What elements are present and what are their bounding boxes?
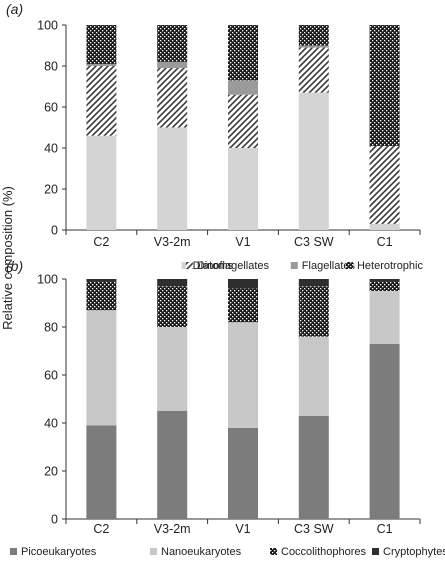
y-tick-label: 60	[44, 369, 58, 383]
legend-label: Cryptophytes	[383, 546, 445, 558]
bar-heterotrophic	[86, 25, 117, 64]
legend-item-dinoflagellates: Dinoflagellates	[185, 260, 270, 272]
x-tick-label: C2	[93, 522, 109, 536]
bar-picoeukaryotes	[369, 343, 400, 519]
legend-swatch	[150, 548, 157, 555]
legend-label: Picoeukaryotes	[21, 546, 97, 558]
bar-nanoeukaryotes	[228, 322, 258, 428]
x-tick-label: V1	[235, 522, 250, 536]
bar-flagellates	[157, 61, 188, 69]
bar-picoeukaryotes	[157, 411, 188, 519]
x-tick-label: V1	[235, 235, 250, 249]
x-tick-label: C3 SW	[294, 522, 334, 536]
legend-label: Nanoeukaryotes	[161, 546, 242, 558]
legend-label: Flagellates	[302, 260, 356, 272]
legend-swatch	[372, 548, 379, 555]
y-tick-label: 20	[44, 183, 58, 197]
bar-diatoms	[228, 148, 258, 230]
bar-nanoeukaryotes	[157, 327, 188, 411]
legend-label: Heterotrophic	[357, 260, 424, 272]
y-tick-label: 0	[51, 513, 58, 527]
legend: Picoeukaryotes Nanoeukaryotes Coccolithoph…	[10, 546, 445, 558]
y-tick-label: 20	[44, 465, 58, 479]
bar-coccolithophores	[86, 281, 117, 311]
panel-label: (b)	[6, 258, 23, 274]
legend-swatch	[290, 262, 298, 269]
bar-dinoflagellates	[228, 94, 258, 148]
bar-heterotrophic	[157, 25, 188, 62]
legend-item-heterotrophic: Heterotrophic	[345, 260, 424, 272]
legend-item-coccolithophores: Coccolithophores	[270, 546, 366, 558]
y-tick-label: 40	[44, 417, 58, 431]
bar-nanoeukaryotes	[369, 291, 400, 344]
bar-dinoflagellates	[157, 68, 188, 128]
bar-flagellates	[86, 63, 117, 66]
bar-coccolithophores	[157, 286, 188, 327]
y-tick-label: 100	[37, 19, 58, 33]
x-tick-label: C3 SW	[294, 235, 334, 249]
bar-dinoflagellates	[369, 145, 400, 224]
legend-item-diatoms: Diatoms	[181, 260, 234, 272]
legend-swatch	[270, 548, 277, 555]
legend-item-flagellates: Flagellates	[290, 260, 356, 272]
bar-diatoms	[369, 223, 400, 230]
y-tick-label: 40	[44, 142, 58, 156]
bar-nanoeukaryotes	[298, 336, 329, 416]
bar-picoeukaryotes	[298, 415, 329, 519]
bar-flagellates	[298, 45, 329, 48]
legend-label: Dinoflagellates	[197, 260, 270, 272]
x-tick-label: V3-2m	[154, 522, 191, 536]
bar-diatoms	[157, 127, 188, 230]
bar-flagellates	[228, 80, 258, 95]
bar-coccolithophores	[369, 281, 400, 291]
bar-cryptophytes	[298, 279, 329, 287]
bar-cryptophytes	[369, 279, 400, 282]
y-tick-label: 60	[44, 101, 58, 115]
y-tick-label: 100	[37, 273, 58, 287]
legend-item-picoeukaryotes: Picoeukaryotes	[10, 546, 97, 558]
x-tick-label: V3-2m	[154, 235, 191, 249]
bar-dinoflagellates	[298, 47, 329, 93]
bar-cryptophytes	[157, 279, 188, 287]
y-tick-label: 80	[44, 321, 58, 335]
legend-label: Diatoms	[193, 260, 234, 272]
bar-coccolithophores	[298, 286, 329, 337]
bar-cryptophytes	[228, 279, 258, 289]
legend-swatch	[181, 262, 189, 269]
legend-swatch	[10, 548, 17, 555]
bar-picoeukaryotes	[86, 425, 117, 519]
chart-panel-a: (a) 0 20 40 60 80 100 C2 V3-2m V1 C3 SW C1 DiatomsDi…	[6, 1, 423, 272]
panel-label: (a)	[6, 1, 23, 17]
x-tick-label: C1	[377, 522, 393, 536]
bar-heterotrophic	[228, 25, 258, 81]
bar-coccolithophores	[228, 288, 258, 323]
bar-diatoms	[86, 135, 117, 230]
y-tick-label: 80	[44, 60, 58, 74]
x-tick-label: C2	[93, 235, 109, 249]
bar-cryptophytes	[86, 279, 117, 282]
y-axis-label: Relative composition (%)	[0, 186, 15, 330]
legend-item-nanoeukaryotes: Nanoeukaryotes	[150, 546, 242, 558]
legend-swatch	[185, 262, 193, 269]
chart-panel-b: (b) 0 20 40 60 80 100 C2 V3-2m V1 C3 SW C1 Picoeukar…	[6, 258, 445, 558]
bar-heterotrophic	[298, 25, 329, 46]
bar-picoeukaryotes	[228, 427, 258, 519]
legend-swatch	[345, 262, 353, 269]
legend-label: Coccolithophores	[281, 546, 366, 558]
bar-nanoeukaryotes	[86, 310, 117, 426]
bar-dinoflagellates	[86, 66, 117, 136]
legend-item-cryptophytes: Cryptophytes	[372, 546, 445, 558]
bar-diatoms	[298, 92, 329, 231]
y-tick-label: 0	[51, 224, 58, 238]
bar-heterotrophic	[369, 25, 400, 146]
x-tick-label: C1	[377, 235, 393, 249]
